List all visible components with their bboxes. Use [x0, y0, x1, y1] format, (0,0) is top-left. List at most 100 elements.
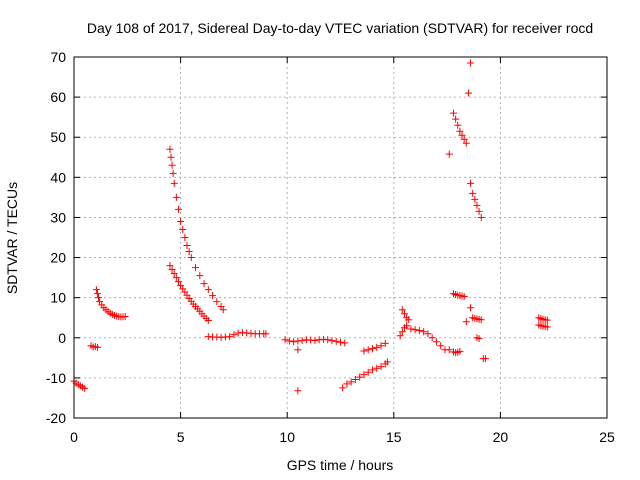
data-point — [311, 337, 319, 345]
series-arc-6 — [204, 329, 270, 341]
data-point — [543, 316, 551, 324]
data-point — [456, 347, 464, 355]
data-point — [377, 342, 385, 350]
series-arc-14 — [449, 290, 468, 300]
y-tick-label: 70 — [50, 49, 66, 65]
data-point — [467, 304, 475, 312]
data-point — [403, 322, 411, 330]
data-point — [471, 195, 479, 203]
data-point — [285, 337, 293, 345]
data-point — [432, 338, 440, 346]
data-point — [328, 337, 336, 345]
data-point — [204, 317, 212, 325]
x-tick-label: 0 — [70, 429, 78, 445]
data-point — [437, 342, 445, 350]
data-point — [219, 306, 227, 314]
data-point — [294, 346, 302, 354]
x-tick-label: 25 — [599, 429, 615, 445]
series-arc-3 — [92, 286, 129, 321]
data-point — [467, 59, 475, 67]
series-arc-19 — [473, 334, 483, 343]
data-point — [177, 217, 185, 225]
data-point — [121, 313, 129, 321]
x-tick-label: 20 — [493, 429, 509, 445]
data-point — [200, 280, 208, 288]
data-point — [368, 366, 376, 374]
plot-frame — [73, 56, 608, 419]
y-axis-label: SDTVAR / TECUs — [4, 182, 20, 294]
series-arc-13 — [445, 346, 464, 357]
series-arc-9 — [360, 339, 389, 355]
data-point — [337, 338, 344, 346]
data-point — [481, 355, 489, 363]
data-point — [398, 306, 406, 314]
data-point — [81, 384, 89, 392]
y-tick-label: 60 — [50, 89, 66, 105]
x-axis-label: GPS time / hours — [287, 457, 394, 473]
data-point — [183, 242, 191, 250]
series-arc-5 — [166, 262, 212, 325]
data-point — [170, 179, 178, 187]
data-point — [400, 310, 408, 318]
data-point — [187, 254, 195, 262]
data-point — [93, 290, 101, 298]
data-point — [360, 371, 368, 379]
series-arc-4 — [166, 145, 227, 314]
series-arc-21 — [535, 314, 551, 331]
data-point — [166, 145, 174, 153]
series-arc-1 — [70, 377, 89, 392]
data-point — [343, 380, 351, 388]
data-point — [445, 150, 453, 158]
data-point — [169, 169, 177, 177]
data-point — [294, 387, 302, 395]
data-point — [298, 337, 306, 345]
y-tick-label: 40 — [50, 169, 66, 185]
x-tick-label: 15 — [386, 429, 402, 445]
series-arc-10 — [396, 322, 411, 340]
data-point — [420, 328, 428, 336]
data-point — [339, 384, 347, 392]
data-point — [424, 330, 432, 338]
data-point — [167, 153, 175, 161]
data-point — [381, 339, 389, 347]
series-arc-17 — [467, 179, 485, 221]
data-point — [473, 201, 481, 209]
x-tick-label: 10 — [279, 429, 295, 445]
data-point — [181, 234, 189, 241]
data-point — [543, 323, 551, 331]
data-point — [467, 179, 475, 187]
data-point — [460, 292, 468, 300]
data-point — [396, 332, 404, 340]
series-arc-20 — [479, 355, 489, 363]
series-arc-16 — [464, 59, 475, 97]
data-point — [226, 333, 234, 341]
data-point — [347, 378, 355, 386]
y-tick-label: 20 — [50, 250, 66, 266]
data-point — [475, 335, 483, 343]
data-point — [449, 109, 457, 117]
data-point — [456, 127, 464, 135]
series-arc-8 — [339, 358, 391, 392]
data-point — [373, 343, 381, 351]
data-point — [407, 325, 415, 333]
data-point — [290, 338, 298, 346]
data-point — [166, 262, 174, 270]
data-point — [281, 336, 289, 344]
data-point — [93, 343, 101, 351]
series-arc-18 — [469, 314, 485, 324]
y-tick-label: -20 — [46, 410, 66, 426]
data-point — [458, 131, 466, 139]
data-point — [477, 316, 485, 324]
y-tick-label: 30 — [50, 209, 66, 225]
series-arc-2 — [87, 342, 101, 351]
data-point — [398, 328, 406, 336]
data-point — [332, 337, 340, 345]
data-point — [192, 264, 200, 272]
data-point — [209, 292, 217, 300]
data-point — [452, 115, 460, 123]
data-point — [92, 286, 100, 294]
data-point — [179, 225, 187, 233]
data-points — [70, 59, 551, 395]
data-point — [460, 135, 468, 143]
